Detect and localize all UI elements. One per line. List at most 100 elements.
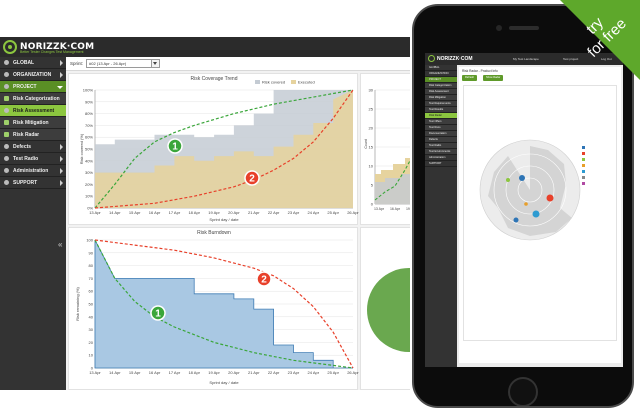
sidebar-item[interactable]: Test Radio xyxy=(0,153,66,165)
x-tick-label: 17 Apr xyxy=(169,210,181,215)
phone-app-logo[interactable]: NORIZZK·COM xyxy=(428,55,473,62)
chart-title: Risk Burndown xyxy=(197,230,231,236)
phone-sidebar-item[interactable]: Risk Radar xyxy=(425,113,457,119)
x-tick-label: 22 Apr xyxy=(268,210,280,215)
x-tick-label: 26 Apr xyxy=(347,210,359,215)
phone-sidebar-item[interactable]: Risk Categorization xyxy=(425,83,457,89)
phone-top-project[interactable]: Test project xyxy=(563,57,579,61)
third-chart-panel: 0 5 10 15 20 25 30 13 Apr 16 Apr 19 Apr Count xyxy=(360,73,410,225)
y-tick-label: 5 xyxy=(371,183,374,188)
sidebar-item[interactable]: Defects xyxy=(0,141,66,153)
phone-refresh-button[interactable]: Refresh xyxy=(462,75,478,81)
chart-marker-label: 1 xyxy=(172,142,178,153)
phone-sidebar-item[interactable]: Test Radio xyxy=(425,143,457,149)
y-tick-label: 30% xyxy=(85,170,93,175)
clipboard-icon xyxy=(4,108,9,113)
phone-sidebar-item[interactable]: Documentation xyxy=(425,131,457,137)
phone-sidebar-item[interactable]: Risk Assessment xyxy=(425,89,457,95)
app-logo[interactable]: NORIZZK·COM xyxy=(3,39,94,55)
x-tick-label: 13 Apr xyxy=(89,210,101,215)
y-tick-label: 20 xyxy=(369,126,374,131)
executed-area xyxy=(95,90,353,208)
phone-sidebar-item[interactable]: SUPPORT xyxy=(425,161,457,167)
folder-icon xyxy=(4,84,9,89)
phone-sidebar-item[interactable]: Test Offers xyxy=(425,119,457,125)
x-tick-label: 15 Apr xyxy=(129,370,141,375)
phone-sidebar-item[interactable]: PROJECT xyxy=(425,77,457,83)
chevron-right-icon xyxy=(60,156,63,162)
x-tick-label: 19 Apr xyxy=(208,210,220,215)
sidebar-item[interactable]: Risk Radar xyxy=(0,129,66,141)
collapse-sidebar-icon[interactable]: « xyxy=(58,240,63,249)
y-tick-label: 60% xyxy=(85,135,93,140)
globe-icon xyxy=(4,60,9,65)
radar-dot xyxy=(532,210,540,218)
sidebar-item-label: GLOBAL xyxy=(13,59,35,66)
x-tick-label: 18 Apr xyxy=(188,370,200,375)
y-tick-label: 25 xyxy=(369,107,374,112)
bug-icon xyxy=(4,144,9,149)
phone-sidebar-item[interactable]: Administration xyxy=(425,155,457,161)
sprint-filter-bar: Sprint: #02 (13 Apr - 26 Apr) xyxy=(66,57,410,71)
sidebar-item[interactable]: GLOBAL xyxy=(0,57,66,69)
phone-sidebar-item[interactable]: Test Environments xyxy=(425,149,457,155)
x-tick-label: 21 Apr xyxy=(248,370,260,375)
phone-sidebar-item[interactable]: Test Runs xyxy=(425,125,457,131)
app-header: NORIZZK·COM Better Tester Changes Test M… xyxy=(0,37,410,57)
chart-marker-circle xyxy=(256,271,272,287)
phone-home-button[interactable] xyxy=(508,377,538,406)
phone-screen: NORIZZK·COM My Test Landscape Test proje… xyxy=(425,53,623,367)
phone-show-radar-button[interactable]: Show Radar xyxy=(483,75,504,81)
y-tick-label: 80 xyxy=(89,263,94,268)
y-tick-label: 60 xyxy=(89,289,94,294)
x-tick-label: 20 Apr xyxy=(228,370,240,375)
phone-sidebar-item[interactable]: ORGANIZATION xyxy=(425,71,457,77)
chevron-right-icon xyxy=(60,144,63,150)
x-tick-label: 24 Apr xyxy=(308,370,320,375)
sprint-dropdown-button[interactable] xyxy=(152,59,161,68)
phone-sidebar-item[interactable]: Defects xyxy=(425,137,457,143)
x-tick-label: 16 Apr xyxy=(390,207,401,211)
phone-sidebar-item[interactable]: Risk Mitigation xyxy=(425,95,457,101)
x-tick-label: 22 Apr xyxy=(268,370,280,375)
y-tick-label: 20% xyxy=(85,182,93,187)
x-tick-label: 19 Apr xyxy=(406,207,410,211)
sidebar-item-label: Risk Assessment xyxy=(13,107,55,114)
x-tick-label: 14 Apr xyxy=(109,370,121,375)
red-trend-line xyxy=(94,89,354,209)
sidebar-item-label: PROJECT xyxy=(13,83,37,90)
phone-sidebar-item[interactable]: Test Requirements xyxy=(425,101,457,107)
y-tick-label: 0% xyxy=(87,206,93,211)
phone-sidebar-item[interactable]: Test Results xyxy=(425,107,457,113)
y-tick-label: 80% xyxy=(85,111,93,116)
building-icon xyxy=(4,72,9,77)
phone-sidebar-item[interactable]: GLOBAL xyxy=(425,65,457,71)
sidebar-item[interactable]: PROJECT xyxy=(0,81,66,93)
gear-icon xyxy=(4,168,9,173)
radar-coverage-shape xyxy=(488,146,572,236)
phone-top-landscape[interactable]: My Test Landscape xyxy=(513,57,539,61)
radar-legend-swatch xyxy=(582,152,585,155)
chart-marker-label: 2 xyxy=(249,174,255,185)
logo-mark-icon xyxy=(3,40,17,54)
y-tick-label: 0 xyxy=(91,366,94,371)
sidebar-item[interactable]: Risk Mitigation xyxy=(0,117,66,129)
radar-dot xyxy=(506,178,510,182)
chevron-right-icon xyxy=(60,168,63,174)
radar-dot xyxy=(513,217,519,223)
sprint-select[interactable]: #02 (13 Apr - 26 Apr) xyxy=(86,59,153,68)
y-tick-label: 100% xyxy=(83,88,94,93)
sidebar-item[interactable]: SUPPORT xyxy=(0,177,66,189)
radar-legend-swatch xyxy=(582,158,585,161)
sidebar-item[interactable]: ORGANIZATION xyxy=(0,69,66,81)
x-tick-label: 25 Apr xyxy=(327,370,339,375)
sidebar-item-label: Administration xyxy=(13,167,49,174)
logo-text: NORIZZK·COM xyxy=(20,41,95,52)
phone-top-logout[interactable]: Log Out xyxy=(601,57,612,61)
sidebar-item-label: ORGANIZATION xyxy=(13,71,52,78)
radar-dot xyxy=(524,202,528,206)
sidebar-item[interactable]: Risk Assessment xyxy=(0,105,66,117)
sidebar-item[interactable]: Administration xyxy=(0,165,66,177)
x-tick-label: 21 Apr xyxy=(248,210,260,215)
sidebar-item[interactable]: Risk Categorization xyxy=(0,93,66,105)
